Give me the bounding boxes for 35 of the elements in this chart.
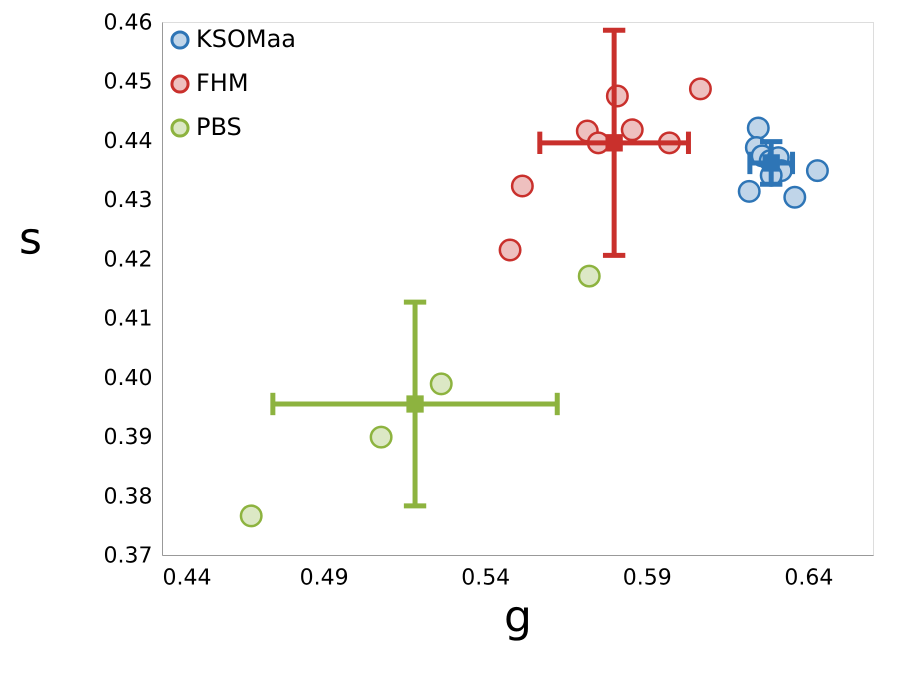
point [510,174,534,198]
y-tick-label: 0.37 [104,544,152,568]
y-tick-label: 0.45 [104,70,152,95]
point [605,134,623,152]
x-tick-label: 0.59 [622,566,672,590]
point [240,504,263,528]
x-tick-label: 0.54 [461,566,510,590]
y-tick-label: 0.43 [104,188,152,214]
x-axis-title: g [504,592,532,642]
x-tick-label: 0.64 [784,566,834,590]
x-tick-label: 0.44 [162,566,212,590]
point [370,426,393,449]
point [498,238,522,262]
y-tick-label: 0.46 [104,10,152,36]
point [620,118,644,142]
y-axis-title: s [19,214,42,264]
y-tick-label: 0.41 [104,306,152,332]
x-tick-label: 0.49 [300,566,349,590]
legend-label: KSOMaa [196,25,296,53]
y-tick-label: 0.38 [104,484,152,510]
point [430,372,453,396]
point [762,154,780,172]
legend-label: FHM [196,69,249,97]
point [806,159,829,182]
point [738,180,761,203]
point [688,77,712,100]
point [783,186,806,209]
point [746,116,770,140]
legend-label: PBS [196,113,242,141]
y-tick-label: 0.39 [104,425,152,450]
point [406,395,424,413]
point [578,264,601,288]
y-tick-label: 0.44 [104,128,152,154]
y-tick-label: 0.42 [104,247,152,272]
y-tick-label: 0.40 [104,366,152,391]
